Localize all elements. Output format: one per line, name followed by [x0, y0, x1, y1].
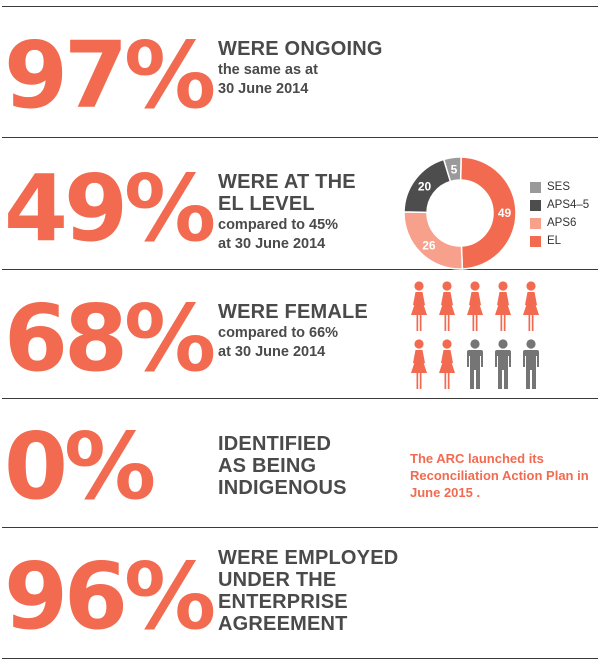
headline-line: WERE EMPLOYED	[218, 547, 399, 569]
donut-slice-ses	[442, 156, 462, 183]
legend-item: APS4–5	[530, 196, 589, 214]
sub-line: compared to 45%	[218, 217, 339, 233]
legend-swatch	[530, 235, 541, 247]
female-person-icon	[464, 281, 486, 333]
headline-line: IDENTIFIED	[218, 433, 332, 455]
legend-label: SES	[547, 181, 571, 193]
legend-item: EL	[530, 232, 589, 250]
donut-value-label: 49	[498, 206, 512, 220]
reconciliation-note: The ARC launched its Reconciliation Acti…	[410, 450, 590, 501]
sub-line: at 30 June 2014	[218, 236, 326, 252]
stat-ongoing-percent: 97%	[4, 22, 216, 129]
female-person-icon	[492, 281, 514, 333]
legend-item: SES	[530, 178, 589, 196]
legend-swatch	[530, 181, 541, 193]
donut-value-label: 26	[422, 238, 436, 252]
sub-line: 30 June 2014	[218, 81, 309, 97]
headline-line: UNDER THE	[218, 569, 337, 591]
female-person-icon	[436, 281, 458, 333]
male-person-icon	[492, 339, 514, 391]
male-person-icon	[464, 339, 486, 391]
headline-line: AS BEING	[218, 455, 317, 477]
divider-4	[2, 527, 598, 528]
headline-line: WERE ONGOING	[218, 38, 383, 60]
donut-value-label: 5	[451, 162, 458, 176]
donut-legend: SES APS4–5 APS6 EL	[530, 178, 589, 250]
gender-pictogram	[408, 281, 548, 391]
male-person-icon	[520, 339, 542, 391]
stat-indigenous-text: IDENTIFIED AS BEING INDIGENOUS	[218, 433, 347, 499]
headline-line: AGREEMENT	[218, 613, 348, 635]
legend-label: APS4–5	[547, 199, 590, 211]
female-person-icon	[408, 281, 430, 333]
stat-female-percent: 68%	[4, 285, 216, 392]
stat-indigenous-percent: 0%	[4, 413, 156, 520]
stat-el-text: WERE AT THE EL LEVEL compared to 45% at …	[218, 171, 356, 254]
divider-2	[2, 269, 598, 270]
donut-slice-el	[459, 156, 517, 270]
sub-line: the same as at	[218, 62, 318, 78]
stat-el-percent: 49%	[4, 155, 216, 262]
divider-1	[2, 137, 598, 138]
stat-enterprise-percent: 96%	[4, 543, 216, 650]
headline-line: WERE FEMALE	[218, 301, 368, 323]
divider-3	[2, 398, 598, 399]
legend-label: APS6	[547, 217, 577, 229]
divider-top	[2, 6, 598, 7]
divider-bottom	[2, 658, 598, 659]
legend-item: APS6	[530, 214, 589, 232]
note-line: The ARC launched its	[410, 451, 544, 466]
legend-label: EL	[547, 235, 562, 247]
sub-line: compared to 66%	[218, 325, 339, 341]
sub-line: at 30 June 2014	[218, 344, 326, 360]
note-line: June 2015 .	[410, 485, 481, 500]
headline-line: WERE AT THE	[218, 171, 356, 193]
female-person-icon	[436, 339, 458, 391]
donut-value-label: 20	[418, 180, 432, 194]
headline-line: EL LEVEL	[218, 193, 315, 215]
stat-female-text: WERE FEMALE compared to 66% at 30 June 2…	[218, 301, 368, 362]
note-line: Reconciliation Action Plan in	[410, 468, 589, 483]
stat-enterprise-text: WERE EMPLOYED UNDER THE ENTERPRISE AGREE…	[218, 547, 398, 635]
legend-swatch	[530, 217, 541, 229]
headline-line: INDIGENOUS	[218, 477, 347, 499]
legend-swatch	[530, 199, 541, 211]
female-person-icon	[408, 339, 430, 391]
headline-line: ENTERPRISE	[218, 591, 348, 613]
female-person-icon	[520, 281, 542, 333]
stat-ongoing-text: WERE ONGOING the same as at 30 June 2014	[218, 38, 383, 99]
level-donut-chart: 49 26 20 5	[403, 156, 517, 270]
